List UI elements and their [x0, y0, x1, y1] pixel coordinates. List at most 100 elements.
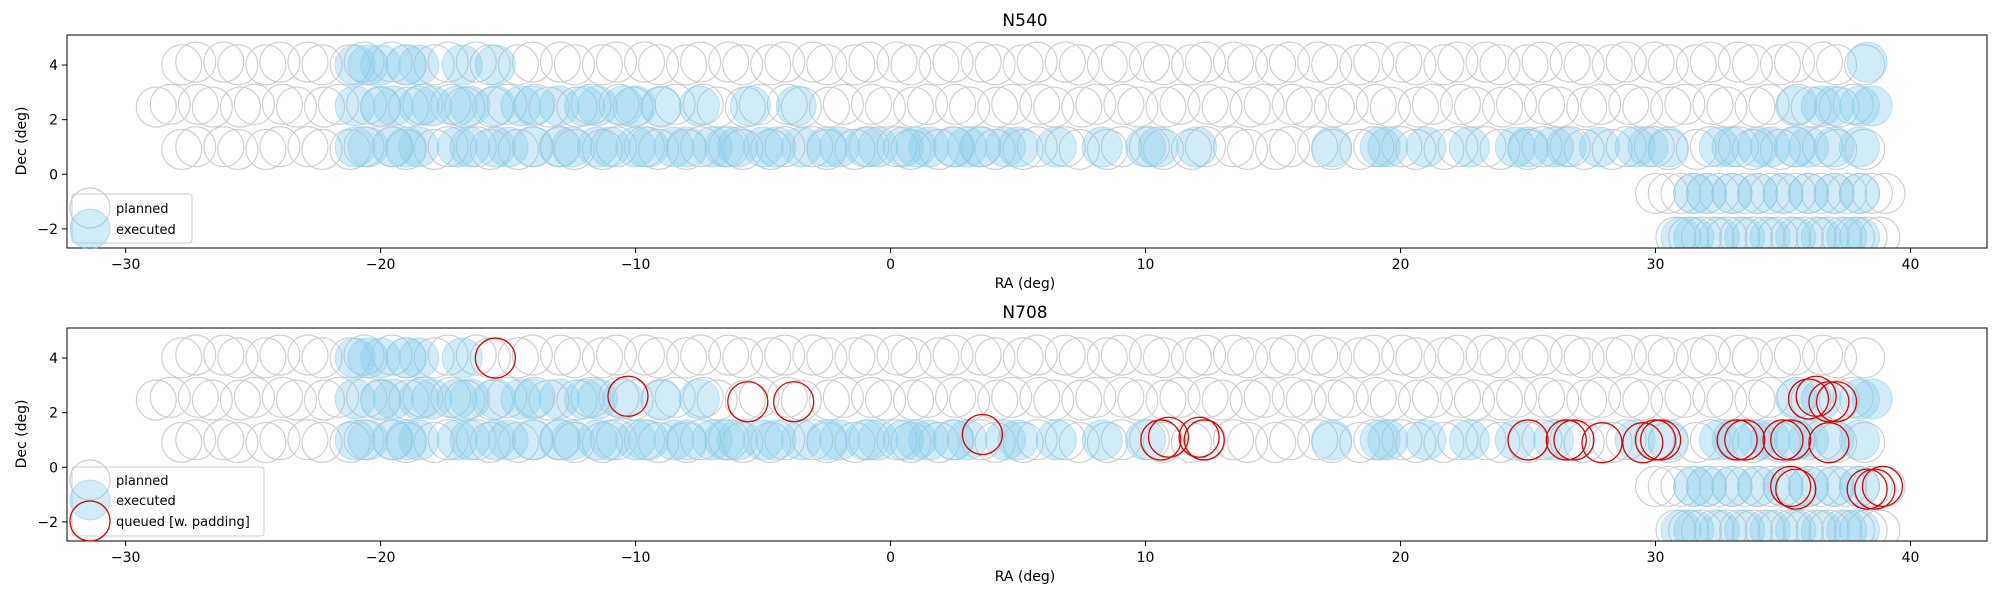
- executed-pointing: [398, 44, 440, 86]
- planned-pointing: [1044, 334, 1086, 376]
- x-tick-label: −30: [111, 257, 141, 273]
- queued-pointing: [1795, 375, 1837, 417]
- planned-pointing: [1655, 216, 1697, 248]
- planned-pointing: [1692, 376, 1734, 418]
- planned-pointing: [1689, 419, 1731, 461]
- planned-pointing: [890, 421, 932, 463]
- planned-pointing: [848, 41, 890, 83]
- planned-pointing: [1327, 83, 1369, 125]
- executed-pointing: [1698, 419, 1740, 461]
- executed-pointing: [411, 85, 453, 127]
- queued-pointing: [1861, 465, 1904, 508]
- x-tick-label: 10: [1137, 257, 1155, 273]
- executed-pointing: [678, 85, 720, 127]
- executed-pointing: [1673, 465, 1715, 507]
- executed-pointing: [933, 126, 975, 168]
- planned-pointing: [792, 334, 834, 376]
- planned-pointing: [1846, 216, 1888, 248]
- executed-pointing: [1507, 126, 1549, 168]
- executed-pointing: [576, 419, 618, 461]
- legend-label-planned: planned: [116, 474, 169, 489]
- planned-pointing: [822, 83, 864, 125]
- executed-pointing: [666, 126, 708, 168]
- x-tick-label: −20: [366, 550, 396, 566]
- planned-pointing: [1269, 126, 1311, 168]
- planned-pointing: [245, 421, 287, 463]
- executed-pointing: [1494, 419, 1536, 461]
- y-tick-label: 4: [49, 351, 58, 367]
- planned-pointing: [1170, 337, 1213, 379]
- planned-pointing: [1693, 509, 1735, 541]
- planned-pointing: [161, 337, 203, 379]
- executed-pointing: [1737, 172, 1779, 214]
- planned-pointing: [1717, 126, 1759, 168]
- executed-pointing: [895, 126, 937, 168]
- planned-pointing: [1212, 419, 1255, 461]
- planned-pointing: [850, 376, 893, 418]
- planned-pointing: [1800, 172, 1842, 214]
- x-tick-label: −10: [621, 550, 651, 566]
- executed-pointing: [615, 419, 657, 461]
- executed-pointing: [1448, 126, 1490, 168]
- planned-pointing: [1647, 44, 1689, 86]
- planned-pointing: [1832, 83, 1874, 125]
- executed-pointing: [1788, 465, 1830, 507]
- planned-pointing: [427, 334, 469, 376]
- planned-pointing: [890, 44, 932, 86]
- planned-pointing: [1538, 379, 1580, 421]
- planned-pointing: [329, 421, 371, 463]
- planned-pointing: [1775, 172, 1817, 214]
- executed-pointing: [347, 44, 389, 86]
- x-tick-label: 20: [1392, 550, 1410, 566]
- planned-pointing: [1058, 421, 1100, 463]
- planned-pointing: [1423, 44, 1465, 86]
- queued-pointing: [1846, 468, 1888, 510]
- executed-pointing: [513, 85, 555, 127]
- planned-pointing: [1212, 126, 1255, 168]
- queued-pointing: [1770, 419, 1812, 461]
- queued-pointing: [1507, 419, 1549, 461]
- planned-pointing: [1044, 419, 1086, 461]
- executed-pointing: [564, 378, 606, 420]
- planned-pointing: [528, 86, 570, 128]
- planned-pointing: [1184, 41, 1227, 83]
- executed-pointing: [474, 419, 516, 461]
- planned-pointing: [1538, 86, 1580, 128]
- executed-pointing: [1788, 172, 1830, 214]
- executed-pointing: [1686, 465, 1728, 507]
- planned-pointing: [1044, 41, 1086, 83]
- planned-pointing: [595, 41, 638, 83]
- planned-pointing: [1759, 337, 1802, 379]
- planned-pointing: [1782, 216, 1824, 248]
- executed-pointing: [742, 126, 784, 168]
- executed-pointing: [564, 85, 606, 127]
- planned-pointing: [1851, 172, 1893, 214]
- executed-pointing: [729, 85, 771, 127]
- executed-pointing: [1737, 126, 1779, 168]
- planned-pointing: [1103, 376, 1145, 418]
- planned-pointing: [1731, 337, 1773, 379]
- y-tick-label: 2: [49, 406, 58, 422]
- executed-pointing: [398, 419, 440, 461]
- executed-pointing: [678, 378, 720, 420]
- executed-pointing: [385, 337, 427, 379]
- planned-pointing: [1019, 376, 1061, 418]
- executed-pointing: [372, 126, 414, 168]
- executed-pointing: [819, 126, 861, 168]
- planned-pointing: [275, 379, 318, 421]
- executed-pointing: [411, 378, 453, 420]
- planned-pointing: [149, 376, 191, 418]
- executed-pointing: [666, 419, 708, 461]
- planned-pointing: [1521, 419, 1563, 461]
- planned-pointing: [696, 86, 738, 128]
- planned-pointing: [1757, 509, 1799, 541]
- planned-pointing: [1566, 379, 1608, 421]
- planned-pointing: [708, 41, 750, 83]
- planned-pointing: [1622, 379, 1664, 421]
- queued-pointing: [1770, 465, 1812, 508]
- planned-pointing: [1016, 126, 1058, 168]
- planned-pointing: [1100, 41, 1142, 83]
- x-tick-label: 40: [1902, 550, 1920, 566]
- planned-pointing: [750, 421, 792, 463]
- planned-pointing: [219, 86, 261, 128]
